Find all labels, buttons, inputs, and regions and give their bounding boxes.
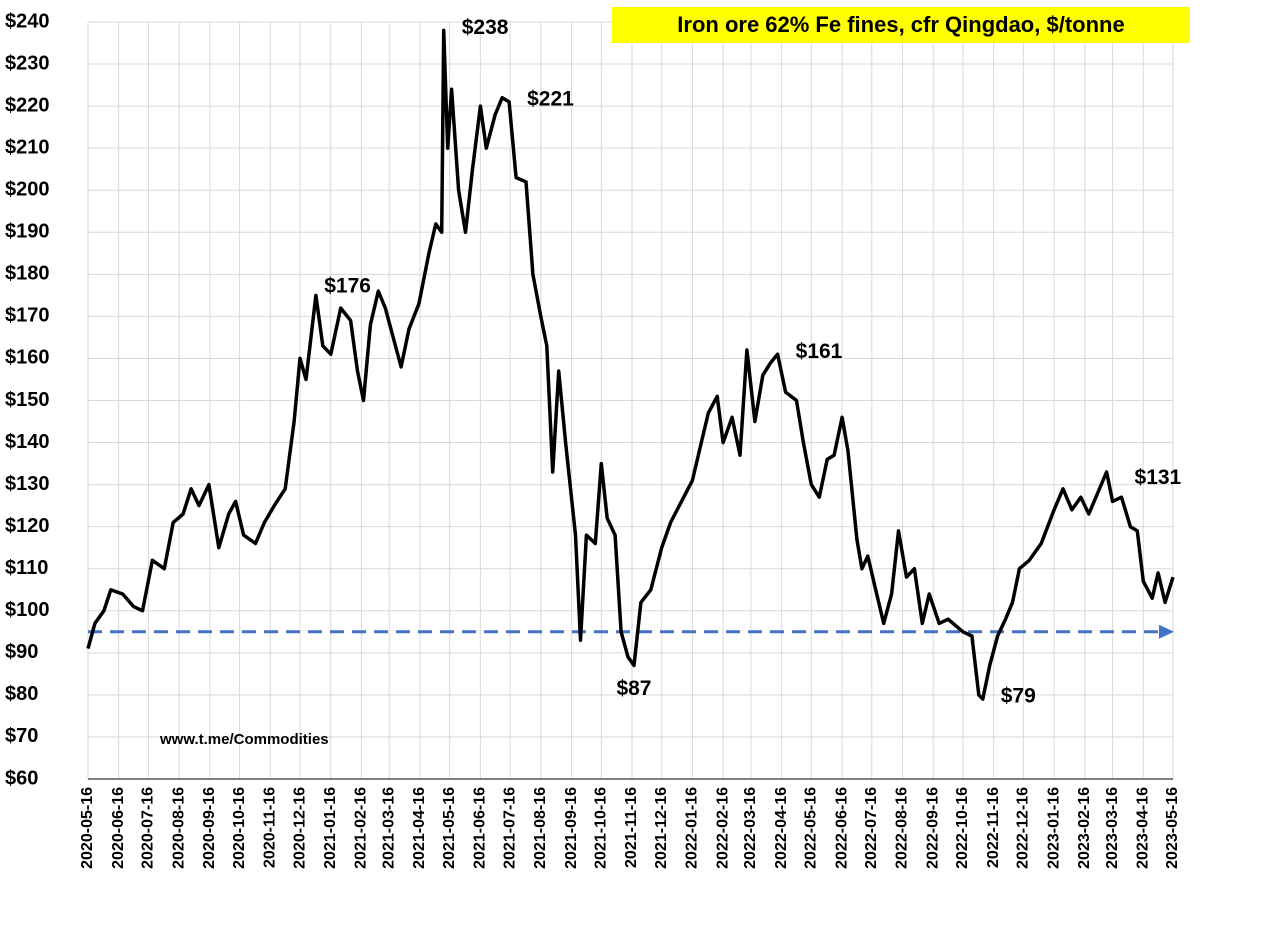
x-tick-label: 2023-01-16 [1045,787,1062,869]
price-line [86,28,1175,701]
y-tick-label: $90 [5,641,38,663]
y-tick-label: $180 [5,263,50,285]
reference-arrow [1159,624,1174,639]
annotation: $221 [527,87,574,110]
x-tick-label: 2022-01-16 [684,787,701,869]
title-box [612,7,1190,43]
y-tick-label: $70 [5,725,38,747]
x-tick-label: 2020-10-16 [231,787,248,869]
annotation: $238 [462,16,509,39]
y-tick-label: $230 [5,52,50,74]
y-tick-label: $100 [5,599,50,621]
x-tick-label: 2020-08-16 [170,787,187,869]
x-tick-label: 2021-02-16 [353,787,370,869]
x-tick-label: 2021-01-16 [322,787,339,869]
y-tick-label: $220 [5,94,50,116]
x-tick-label: 2020-12-16 [291,787,308,869]
annotation: $87 [616,677,651,700]
x-tick-label: 2021-12-16 [653,787,670,869]
grid-layer [87,21,1174,780]
x-tick-label: 2021-04-16 [411,787,428,869]
x-tick-label: 2023-03-16 [1104,787,1121,869]
annotation: $176 [324,275,371,298]
x-tick-label: 2021-05-16 [441,787,458,869]
note: www.t.me/Commodities [159,731,329,748]
y-tick-label: $240 [5,10,50,32]
chart-title: Iron ore 62% Fe fines, cfr Qingdao, $/to… [677,12,1124,37]
y-tick-label: $200 [5,179,50,201]
x-tick-label: 2022-02-16 [714,787,731,869]
x-tick-label: 2022-04-16 [773,787,790,869]
x-tick-label: 2022-06-16 [833,787,850,869]
x-tick-label: 2021-06-16 [472,787,489,869]
x-tick-label: 2022-09-16 [924,787,941,869]
x-tick-label: 2022-08-16 [894,787,911,869]
x-tick-label: 2022-03-16 [742,787,759,869]
y-tick-label: $160 [5,347,50,369]
x-tick-label: 2022-10-16 [954,787,971,869]
y-tick-label: $170 [5,305,50,327]
y-tick-label: $80 [5,683,38,705]
x-tick-label: 2021-08-16 [532,787,549,869]
x-tick-label: 2023-05-16 [1164,787,1181,869]
x-tick-label: 2021-09-16 [563,787,580,869]
x-tick-label: 2021-10-16 [592,787,609,869]
y-tick-label: $190 [5,221,50,243]
x-tick-label: 2021-03-16 [380,787,397,869]
x-tick-label: 2020-05-16 [79,787,96,869]
x-tick-label: 2022-12-16 [1015,787,1032,869]
x-tick-label: 2020-11-16 [262,787,279,868]
annotation: $131 [1135,466,1182,489]
x-tick-label: 2021-11-16 [623,787,640,868]
y-tick-label: $110 [5,557,48,579]
x-tick-label: 2022-05-16 [803,787,820,869]
x-tick-label: 2022-11-16 [985,787,1002,868]
x-tick-label: 2021-07-16 [501,787,518,869]
y-tick-label: $150 [5,389,50,411]
y-tick-label: $60 [5,767,38,789]
y-tick-label: $210 [5,136,50,158]
x-tick-label: 2022-07-16 [863,787,880,869]
annotation: $161 [796,340,843,363]
x-tick-label: 2020-06-16 [110,787,127,869]
y-tick-label: $130 [5,473,50,495]
x-tick-label: 2023-02-16 [1076,787,1093,869]
x-tick-label: 2023-04-16 [1134,787,1151,869]
x-tick-label: 2020-07-16 [140,787,157,869]
annotation: $79 [1001,685,1036,708]
y-tick-label: $120 [5,515,50,537]
x-tick-label: 2020-09-16 [201,787,218,869]
y-tick-label: $140 [5,431,50,453]
